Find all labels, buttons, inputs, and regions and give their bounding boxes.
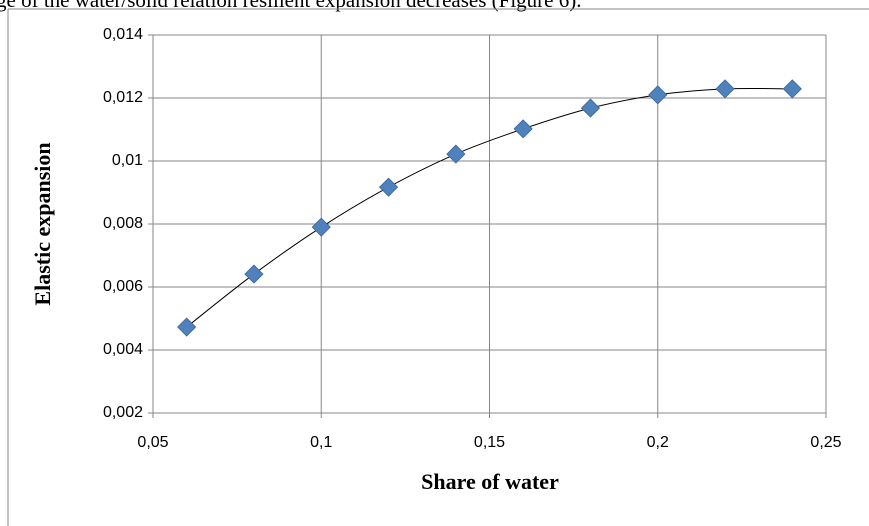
- y-tick-label: 0,012: [103, 89, 143, 106]
- y-tick-label: 0,008: [103, 215, 143, 232]
- x-tick-label: 0,15: [474, 434, 505, 451]
- x-tick-label: 0,05: [137, 434, 168, 451]
- marker: [580, 98, 601, 118]
- x-axis-label: Share of water: [421, 469, 559, 494]
- marker: [782, 79, 802, 99]
- y-axis-label: Elastic expansion: [30, 142, 55, 305]
- x-tick-label: 0,1: [310, 434, 332, 451]
- marker: [177, 317, 197, 337]
- marker: [378, 177, 399, 197]
- marker: [715, 79, 735, 99]
- y-tick-label: 0,002: [103, 404, 143, 421]
- marker: [311, 217, 331, 237]
- caption: ge of the water/solid relation resilient…: [0, 0, 581, 12]
- y-tick-label: 0,006: [103, 278, 143, 295]
- x-tick-label: 0,25: [810, 434, 841, 451]
- trendline: [186, 87, 793, 328]
- x-tick-label: 0,2: [647, 434, 669, 451]
- marker: [446, 144, 466, 164]
- marker: [244, 264, 264, 284]
- y-tick-label: 0,01: [112, 152, 143, 169]
- marker: [513, 119, 533, 139]
- marker: [648, 85, 668, 105]
- y-tick-label: 0,014: [103, 26, 143, 43]
- y-tick-label: 0,004: [103, 341, 143, 358]
